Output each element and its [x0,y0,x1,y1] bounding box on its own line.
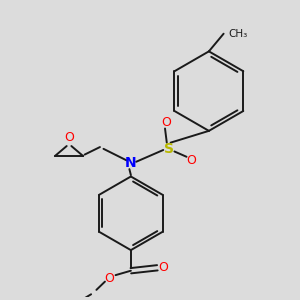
Text: O: O [104,272,114,285]
Text: O: O [161,116,171,128]
Text: CH₃: CH₃ [228,29,247,39]
Text: O: O [186,154,196,167]
Text: S: S [164,142,174,155]
Text: N: N [125,156,137,170]
Text: O: O [158,261,168,274]
Text: O: O [64,131,74,144]
